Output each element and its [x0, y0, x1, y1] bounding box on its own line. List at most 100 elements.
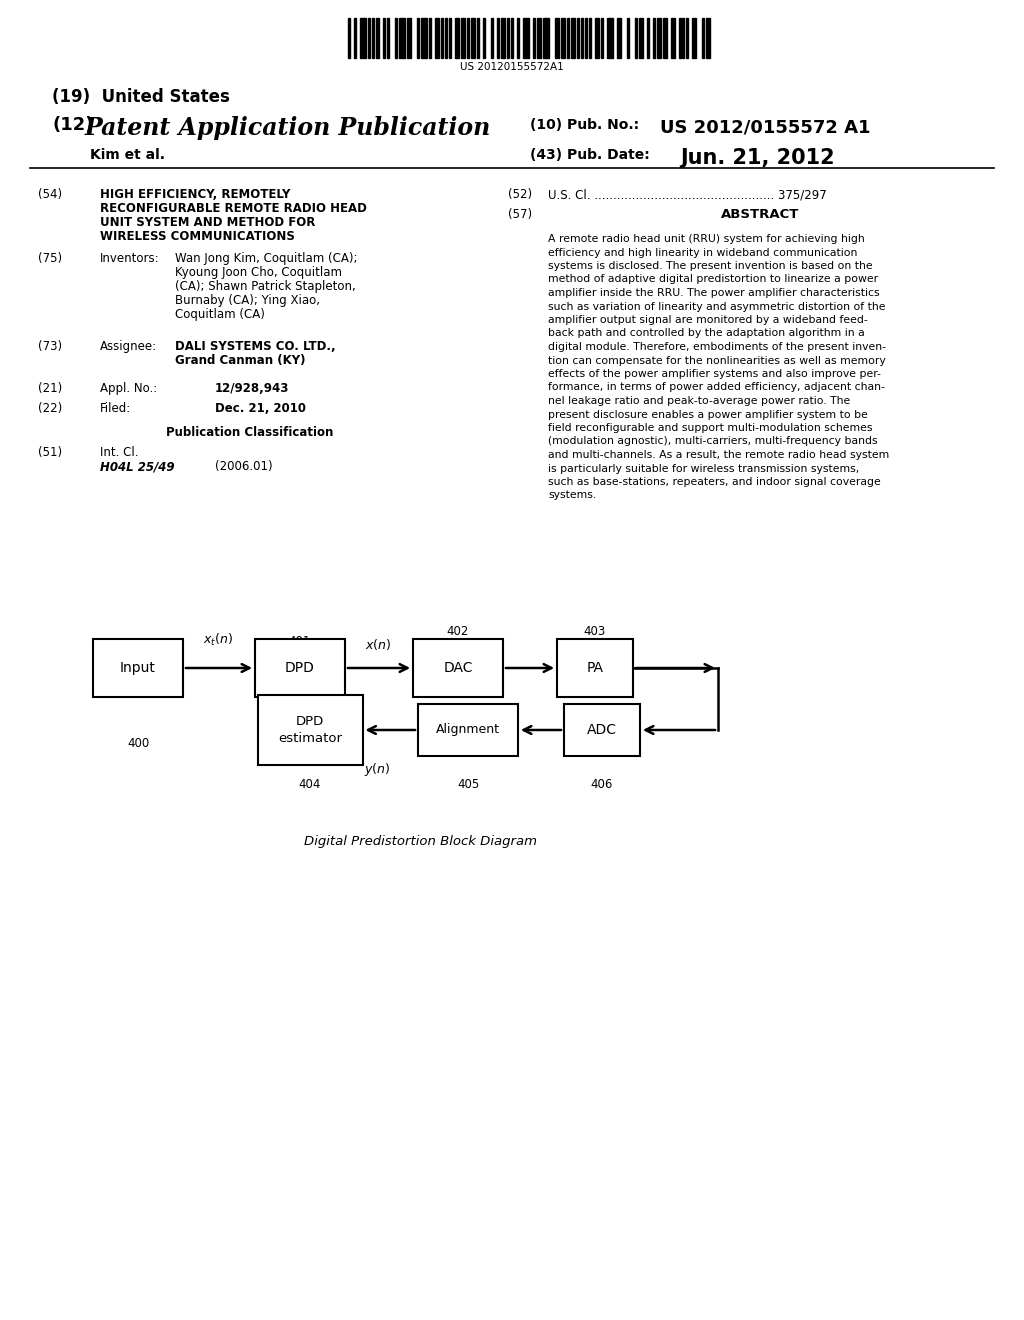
Bar	[435, 18, 439, 58]
Bar	[501, 18, 505, 58]
Bar	[441, 18, 443, 58]
Bar	[601, 18, 603, 58]
Bar	[456, 18, 459, 58]
Bar	[93, 639, 183, 697]
Text: 400: 400	[127, 737, 150, 750]
Bar	[555, 18, 559, 58]
Text: systems.: systems.	[548, 491, 596, 500]
Text: 402: 402	[446, 624, 469, 638]
Text: Kim et al.: Kim et al.	[90, 148, 165, 162]
Text: field reconfigurable and support multi-modulation schemes: field reconfigurable and support multi-m…	[548, 422, 872, 433]
Text: (21): (21)	[38, 381, 62, 395]
Bar	[507, 18, 509, 58]
Text: UNIT SYSTEM AND METHOD FOR: UNIT SYSTEM AND METHOD FOR	[100, 216, 315, 228]
Text: amplifier inside the RRU. The power amplifier characteristics: amplifier inside the RRU. The power ampl…	[548, 288, 880, 298]
Text: 404: 404	[299, 777, 322, 791]
Bar	[399, 18, 406, 58]
Text: Grand Canman (KY): Grand Canman (KY)	[175, 354, 305, 367]
Text: effects of the power amplifier systems and also improve per-: effects of the power amplifier systems a…	[548, 370, 881, 379]
Bar	[532, 18, 535, 58]
Text: $x_t(n)$: $x_t(n)$	[203, 632, 233, 648]
Bar	[683, 18, 684, 58]
Bar	[581, 18, 583, 58]
Text: Jun. 21, 2012: Jun. 21, 2012	[680, 148, 835, 168]
Text: (51): (51)	[38, 446, 62, 459]
Bar	[686, 18, 688, 58]
Text: WIRELESS COMMUNICATIONS: WIRELESS COMMUNICATIONS	[100, 230, 295, 243]
Text: (modulation agnostic), multi-carriers, multi-frequency bands: (modulation agnostic), multi-carriers, m…	[548, 437, 878, 446]
Bar	[523, 18, 529, 58]
Bar	[511, 18, 513, 58]
Text: Input: Input	[120, 661, 156, 675]
Bar	[376, 18, 380, 58]
Text: (73): (73)	[38, 341, 62, 352]
Text: Wan Jong Kim, Coquitlam (CA);: Wan Jong Kim, Coquitlam (CA);	[175, 252, 357, 265]
Text: (12): (12)	[52, 116, 93, 135]
Bar	[564, 704, 640, 756]
Bar	[595, 18, 599, 58]
Bar	[589, 18, 591, 58]
Text: Kyoung Joon Cho, Coquitlam: Kyoung Joon Cho, Coquitlam	[175, 267, 342, 279]
Bar	[429, 18, 431, 58]
Bar	[257, 696, 362, 766]
Text: Patent Application Publication: Patent Application Publication	[85, 116, 492, 140]
Bar	[616, 18, 621, 58]
Bar	[557, 639, 633, 697]
Text: efficiency and high linearity in wideband communication: efficiency and high linearity in wideban…	[548, 248, 857, 257]
Text: present disclosure enables a power amplifier system to be: present disclosure enables a power ampli…	[548, 409, 868, 420]
Bar	[567, 18, 569, 58]
Bar	[577, 18, 579, 58]
Text: (52): (52)	[508, 187, 532, 201]
Text: Alignment: Alignment	[436, 723, 500, 737]
Text: Burnaby (CA); Ying Xiao,: Burnaby (CA); Ying Xiao,	[175, 294, 319, 308]
Bar	[702, 18, 705, 58]
Text: Filed:: Filed:	[100, 403, 131, 414]
Bar	[418, 704, 518, 756]
Text: $x(n)$: $x(n)$	[365, 638, 391, 652]
Text: ADC: ADC	[587, 723, 617, 737]
Bar	[537, 18, 541, 58]
Text: (43) Pub. Date:: (43) Pub. Date:	[530, 148, 650, 162]
Bar	[467, 18, 469, 58]
Text: (10) Pub. No.:: (10) Pub. No.:	[530, 117, 639, 132]
Text: 403: 403	[584, 624, 606, 638]
Text: DAC: DAC	[443, 661, 473, 675]
Bar	[477, 18, 479, 58]
Text: DALI SYSTEMS CO. LTD.,: DALI SYSTEMS CO. LTD.,	[175, 341, 336, 352]
Bar	[561, 18, 565, 58]
Text: DPD
estimator: DPD estimator	[278, 715, 342, 744]
Text: US 20120155572A1: US 20120155572A1	[460, 62, 564, 73]
Bar	[635, 18, 637, 58]
Text: RECONFIGURABLE REMOTE RADIO HEAD: RECONFIGURABLE REMOTE RADIO HEAD	[100, 202, 367, 215]
Bar	[663, 18, 667, 58]
Bar	[368, 18, 370, 58]
Text: such as base-stations, repeaters, and indoor signal coverage: such as base-stations, repeaters, and in…	[548, 477, 881, 487]
Text: ABSTRACT: ABSTRACT	[721, 209, 799, 220]
Bar	[372, 18, 374, 58]
Bar	[413, 639, 503, 697]
Text: digital module. Therefore, embodiments of the present inven-: digital module. Therefore, embodiments o…	[548, 342, 886, 352]
Bar	[255, 639, 345, 697]
Text: $y(n)$: $y(n)$	[365, 762, 391, 777]
Text: Publication Classification: Publication Classification	[166, 426, 334, 440]
Text: method of adaptive digital predistortion to linearize a power: method of adaptive digital predistortion…	[548, 275, 879, 285]
Text: Digital Predistortion Block Diagram: Digital Predistortion Block Diagram	[303, 836, 537, 847]
Text: H04L 25/49: H04L 25/49	[100, 459, 174, 473]
Text: US 2012/0155572 A1: US 2012/0155572 A1	[660, 117, 870, 136]
Text: (19)  United States: (19) United States	[52, 88, 229, 106]
Bar	[639, 18, 643, 58]
Text: Assignee:: Assignee:	[100, 341, 157, 352]
Text: 12/928,943: 12/928,943	[215, 381, 290, 395]
Bar	[656, 18, 660, 58]
Text: such as variation of linearity and asymmetric distortion of the: such as variation of linearity and asymm…	[548, 301, 886, 312]
Text: HIGH EFFICIENCY, REMOTELY: HIGH EFFICIENCY, REMOTELY	[100, 187, 291, 201]
Bar	[627, 18, 629, 58]
Text: Dec. 21, 2010: Dec. 21, 2010	[215, 403, 306, 414]
Text: Int. Cl.: Int. Cl.	[100, 446, 138, 459]
Text: is particularly suitable for wireless transmission systems,: is particularly suitable for wireless tr…	[548, 463, 859, 474]
Text: 401: 401	[289, 635, 311, 648]
Text: and multi-channels. As a result, the remote radio head system: and multi-channels. As a result, the rem…	[548, 450, 889, 459]
Text: back path and controlled by the adaptation algorithm in a: back path and controlled by the adaptati…	[548, 329, 864, 338]
Bar	[543, 18, 549, 58]
Text: formance, in terms of power added efficiency, adjacent chan-: formance, in terms of power added effici…	[548, 383, 885, 392]
